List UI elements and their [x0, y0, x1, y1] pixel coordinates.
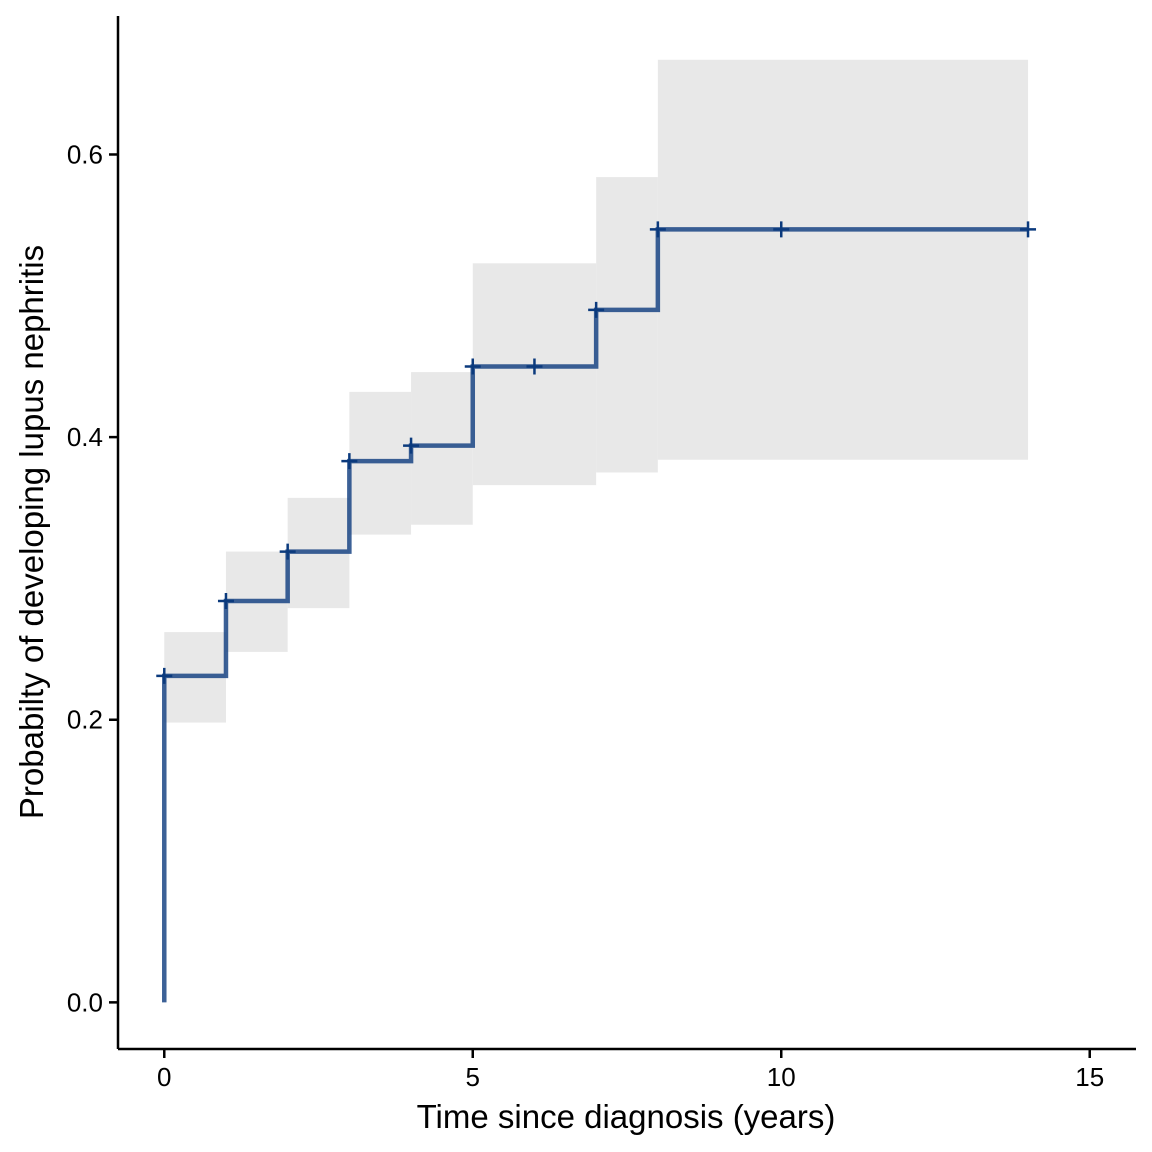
censor-mark-1: [217, 593, 234, 610]
ci-band-7: [657, 59, 1029, 460]
step-line: [162, 227, 1029, 1003]
y-tick-label-0: 0.0: [67, 987, 103, 1017]
censor-mark-9: [773, 221, 790, 238]
censor-mark-2: [279, 543, 296, 560]
censor-mark-0: [156, 667, 173, 684]
y-tick-label-1: 0.2: [67, 705, 103, 735]
ci-band-6: [596, 177, 658, 473]
step-line-layer: [162, 227, 1029, 1003]
censor-mark-6: [526, 358, 543, 375]
y-axis-ticks: 0.0 0.2 0.4 0.6: [67, 139, 118, 1017]
axes: [116, 16, 1136, 1051]
censor-mark-8: [649, 221, 666, 238]
y-tick-label-2: 0.4: [67, 422, 103, 452]
censor-mark-4: [403, 437, 420, 454]
censor-mark-3: [341, 453, 358, 470]
censor-mark-10: [1020, 221, 1037, 238]
x-axis-ticks: 0 5 10 15: [157, 1049, 1104, 1092]
x-tick-label-2: 10: [767, 1062, 796, 1092]
confidence-bands: [164, 59, 1029, 723]
censor-mark-7: [588, 301, 605, 318]
ci-band-4: [411, 372, 473, 525]
y-tick-label-3: 0.6: [67, 139, 103, 169]
x-axis-title: Time since diagnosis (years): [417, 1098, 836, 1135]
censor-marks: [156, 221, 1037, 684]
censor-mark-5: [464, 358, 481, 375]
y-axis-title: Probabilty of developing lupus nephritis: [13, 245, 50, 819]
x-tick-label-0: 0: [157, 1062, 171, 1092]
x-tick-label-3: 15: [1075, 1062, 1104, 1092]
x-tick-label-1: 5: [466, 1062, 480, 1092]
